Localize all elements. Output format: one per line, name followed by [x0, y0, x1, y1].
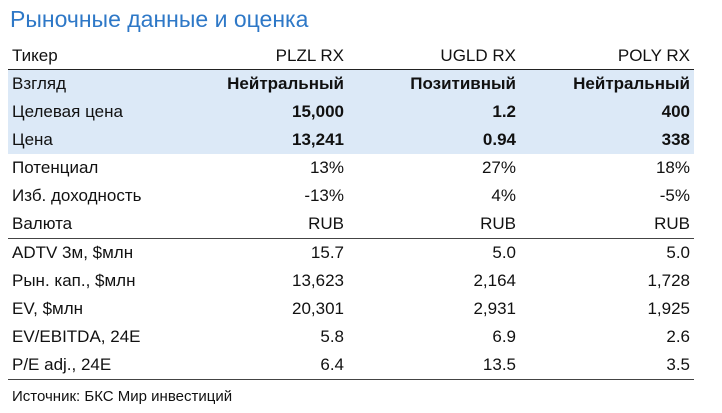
table-row: P/E adj., 24E 6.4 13.5 3.5 — [8, 351, 694, 380]
cell: PLZL RX — [198, 42, 348, 70]
table-row: EV, $млн 20,301 2,931 1,925 — [8, 295, 694, 323]
table-body: Тикер PLZL RX UGLD RX POLY RX Взгляд Нейтраль… — [8, 42, 694, 380]
cell: POLY RX — [520, 42, 694, 70]
data-table: Тикер PLZL RX UGLD RX POLY RX Взгляд Нейтраль… — [8, 42, 694, 380]
table-row: Изб. доходность -13% 4% -5% — [8, 182, 694, 210]
cell: 2,931 — [473, 299, 516, 318]
cell: 6.9 — [492, 327, 516, 346]
row-label: Изб. доходность — [12, 186, 142, 205]
table-row: Тикер PLZL RX UGLD RX POLY RX — [8, 42, 694, 70]
cell: 5.0 — [666, 243, 690, 262]
cell: RUB — [198, 210, 348, 239]
table-row: Потенциал 13% 27% 18% — [8, 154, 694, 182]
source-note: Источник: БКС Мир инвестиций — [12, 388, 233, 405]
cell: Нейтральный — [198, 69, 348, 98]
cell: Нейтральный — [520, 69, 694, 98]
cell: 3.5 — [520, 351, 694, 380]
cell: 1.2 — [348, 98, 520, 126]
row-label: Тикер — [8, 42, 198, 70]
cell: Позитивный — [348, 69, 520, 98]
table-row: Цена 13,241 0.94 338 — [8, 126, 694, 154]
cell: -13% — [304, 186, 344, 205]
cell: 400 — [520, 98, 694, 126]
cell: 1,925 — [647, 299, 690, 318]
cell: 1,728 — [647, 271, 690, 290]
cell: 15.7 — [310, 243, 344, 262]
cell: 18% — [655, 158, 690, 177]
cell: UGLD RX — [348, 42, 520, 70]
row-label: P/E adj., 24E — [8, 351, 198, 380]
row-label: Взгляд — [8, 69, 198, 98]
cell: 0.94 — [348, 126, 520, 154]
cell: 5.8 — [320, 327, 344, 346]
title: Рыночные данные и оценка — [10, 6, 309, 32]
table-row: Рын. кап., $млн 13,623 2,164 1,728 — [8, 267, 694, 295]
cell: 2.6 — [666, 327, 690, 346]
cell: 13,623 — [292, 271, 344, 290]
cell: 13.5 — [348, 351, 520, 380]
cell: 4% — [491, 186, 516, 205]
row-label: EV, $млн — [12, 299, 84, 318]
table-row: ADTV 3м, $млн 15.7 5.0 5.0 — [8, 239, 694, 268]
row-label: Целевая цена — [8, 98, 198, 126]
cell: 13,241 — [198, 126, 348, 154]
row-label: Цена — [8, 126, 198, 154]
cell: RUB — [520, 210, 694, 239]
row-label: Рын. кап., $млн — [12, 271, 136, 290]
cell: 5.0 — [492, 243, 516, 262]
table-row: EV/EBITDA, 24E 5.8 6.9 2.6 — [8, 323, 694, 351]
cell: 2,164 — [473, 271, 516, 290]
row-label: ADTV 3м, $млн — [12, 243, 134, 262]
cell: 6.4 — [198, 351, 348, 380]
table-row: Валюта RUB RUB RUB — [8, 210, 694, 239]
cell: 20,301 — [292, 299, 344, 318]
cell: 15,000 — [198, 98, 348, 126]
table-row: Целевая цена 15,000 1.2 400 — [8, 98, 694, 126]
cell: -5% — [659, 186, 690, 205]
cell: RUB — [348, 210, 520, 239]
table-row: Взгляд Нейтральный Позитивный Нейтральный — [8, 69, 694, 98]
row-label: Потенциал — [12, 158, 99, 177]
cell: 13% — [309, 158, 344, 177]
cell: 338 — [520, 126, 694, 154]
row-label: EV/EBITDA, 24E — [12, 327, 141, 346]
row-label: Валюта — [8, 210, 198, 239]
cell: 27% — [481, 158, 516, 177]
